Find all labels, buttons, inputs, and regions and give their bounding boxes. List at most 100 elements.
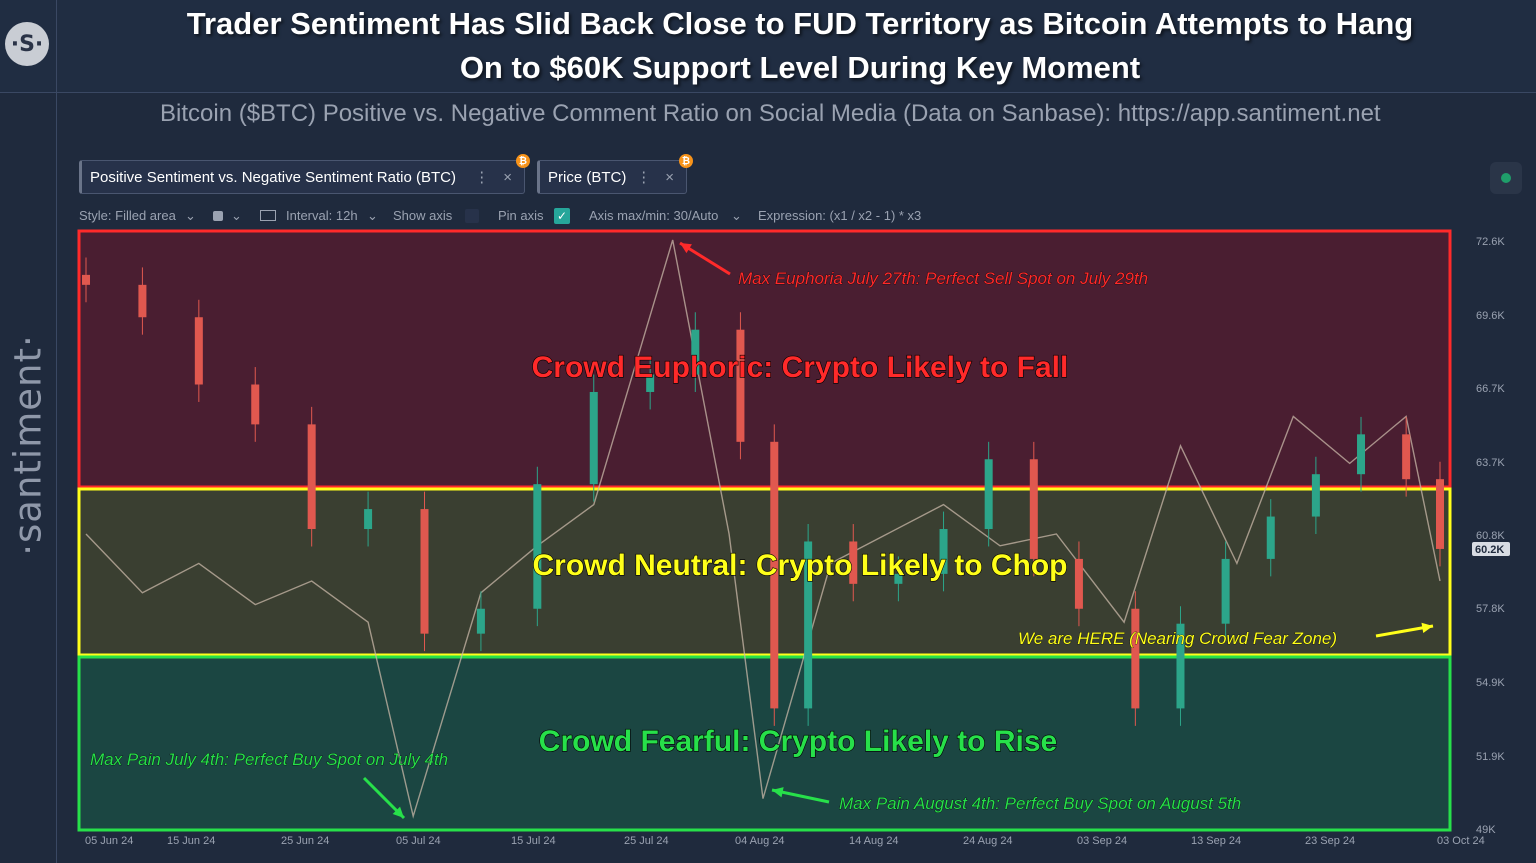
- more-options-icon[interactable]: ⋮: [474, 169, 490, 186]
- candle-body: [1029, 459, 1038, 559]
- x-tick-label: 24 Aug 24: [963, 835, 1013, 847]
- arrowhead-icon: [680, 243, 692, 254]
- candle-body: [1357, 434, 1366, 475]
- arrowhead-icon: [1421, 622, 1433, 634]
- annotation-max-pain-july: Max Pain July 4th: Perfect Buy Spot on J…: [90, 750, 448, 769]
- candle-body: [251, 384, 260, 425]
- current-price-badge: [1472, 541, 1510, 556]
- candle-body: [1221, 558, 1230, 624]
- annotation-max-euphoria: Max Euphoria July 27th: Perfect Sell Spo…: [738, 269, 1148, 288]
- logo-text: ·S·: [10, 31, 44, 57]
- x-tick-label: 25 Jul 24: [624, 835, 669, 847]
- annotation-max-pain-august: Max Pain August 4th: Perfect Buy Spot on…: [839, 794, 1241, 813]
- close-icon[interactable]: ×: [503, 168, 512, 186]
- candle-body: [82, 274, 90, 285]
- y-tick-label: 66.7K: [1476, 383, 1505, 395]
- y-tick-label: 72.6K: [1476, 236, 1505, 248]
- candle-body: [364, 509, 373, 530]
- chevron-down-icon[interactable]: ⌄: [231, 208, 242, 223]
- candle-body: [1176, 623, 1185, 709]
- chart-subtitle: Bitcoin ($BTC) Positive vs. Negative Com…: [160, 100, 1381, 127]
- calendar-icon: [260, 210, 276, 221]
- candle-body: [1266, 516, 1275, 559]
- more-options-icon[interactable]: ⋮: [636, 169, 652, 186]
- candle-body: [736, 329, 745, 442]
- candle-body: [984, 459, 993, 530]
- y-tick-label: 63.7K: [1476, 457, 1505, 469]
- header: [0, 0, 1536, 93]
- candle-body: [646, 374, 655, 392]
- x-tick-label: 05 Jul 24: [396, 835, 441, 847]
- candle-body: [476, 608, 485, 634]
- style-dropdown[interactable]: Style: Filled area: [79, 208, 176, 223]
- zone-fearful: [77, 655, 1452, 832]
- candle-body: [194, 317, 203, 385]
- metric-tag-price[interactable]: Price (BTC) ⋮ ×: [537, 160, 687, 194]
- x-tick-label: 03 Oct 24: [1437, 835, 1485, 847]
- chevron-down-icon[interactable]: ⌄: [731, 208, 742, 223]
- y-tick-label: 49K: [1476, 824, 1496, 836]
- y-tick-label: 51.9K: [1476, 751, 1505, 763]
- candle-body: [1074, 558, 1083, 609]
- santiment-logo[interactable]: ·S·: [5, 22, 49, 66]
- annotation-we-are-here: We are HERE (Nearing Crowd Fear Zone): [1018, 629, 1337, 648]
- candle-body: [770, 441, 779, 709]
- zone-label-neutral: Crowd Neutral: Crypto Likely to Chop: [532, 549, 1067, 582]
- candle-body: [1311, 474, 1320, 517]
- status-indicator[interactable]: [1490, 162, 1522, 194]
- zone-euphoric: [77, 229, 1452, 489]
- x-tick-label: 04 Aug 24: [735, 835, 785, 847]
- status-dot-icon: [1501, 173, 1511, 183]
- expression-field[interactable]: Expression: (x1 / x2 - 1) * x3: [758, 208, 922, 223]
- pin-axis-toggle[interactable]: Pin axis: [498, 208, 544, 223]
- show-axis-checkbox[interactable]: [465, 209, 479, 223]
- bitcoin-icon: ₿: [516, 154, 530, 168]
- candle-body: [804, 541, 813, 709]
- candle-body: [1402, 434, 1411, 480]
- x-tick-label: 05 Jun 24: [85, 835, 133, 847]
- x-tick-label: 03 Sep 24: [1077, 835, 1127, 847]
- arrowhead-icon: [392, 806, 404, 818]
- color-swatch-icon[interactable]: [213, 211, 223, 221]
- candle-body: [138, 284, 147, 318]
- pin-axis-checkbox-check-icon[interactable]: ✓: [554, 208, 570, 224]
- headline-line-1: Trader Sentiment Has Slid Back Close to …: [186, 6, 1414, 41]
- candle-body: [307, 424, 316, 530]
- metric-label: Positive Sentiment vs. Negative Sentimen…: [90, 168, 456, 186]
- x-tick-label: 25 Jun 24: [281, 835, 329, 847]
- chevron-down-icon[interactable]: ⌄: [367, 208, 378, 223]
- y-tick-label: 60.8K: [1476, 530, 1505, 542]
- zone-label-fearful: Crowd Fearful: Crypto Likely to Rise: [539, 725, 1057, 758]
- x-tick-label: 15 Jul 24: [511, 835, 556, 847]
- candle-body: [691, 329, 700, 375]
- y-tick-label: 54.9K: [1476, 677, 1505, 689]
- x-tick-label: 15 Jun 24: [167, 835, 215, 847]
- sidebar-divider: [56, 0, 57, 863]
- x-tick-label: 23 Sep 24: [1305, 835, 1355, 847]
- candle-body: [1131, 608, 1140, 709]
- y-tick-label: 69.6K: [1476, 310, 1505, 322]
- y-tick-label: 57.8K: [1476, 603, 1505, 615]
- chevron-down-icon[interactable]: ⌄: [185, 208, 196, 223]
- candle-body: [894, 573, 903, 584]
- interval-dropdown[interactable]: Interval: 12h: [286, 208, 358, 223]
- zone-label-euphoric: Crowd Euphoric: Crypto Likely to Fall: [532, 351, 1069, 384]
- x-tick-label: 13 Sep 24: [1191, 835, 1241, 847]
- headline-line-2: On to $60K Support Level During Key Mome…: [459, 50, 1141, 85]
- candle-body: [849, 541, 858, 584]
- zone-neutral: [77, 487, 1452, 657]
- candle-body: [1436, 479, 1444, 549]
- metric-label: Price (BTC): [548, 168, 627, 186]
- sentiment-ratio-line: [85, 239, 1441, 819]
- metric-tag-sentiment-ratio[interactable]: Positive Sentiment vs. Negative Sentimen…: [79, 160, 525, 194]
- candle-body: [533, 484, 542, 609]
- bitcoin-icon: ₿: [679, 154, 693, 168]
- axis-maxmin-dropdown[interactable]: Axis max/min: 30/Auto: [589, 208, 719, 223]
- close-icon[interactable]: ×: [665, 168, 674, 186]
- show-axis-toggle[interactable]: Show axis: [393, 208, 453, 223]
- candle-body: [589, 391, 598, 485]
- candle-body: [420, 509, 429, 634]
- page-title: Trader Sentiment Has Slid Back Close to …: [100, 2, 1500, 90]
- arrowhead-icon: [772, 787, 784, 798]
